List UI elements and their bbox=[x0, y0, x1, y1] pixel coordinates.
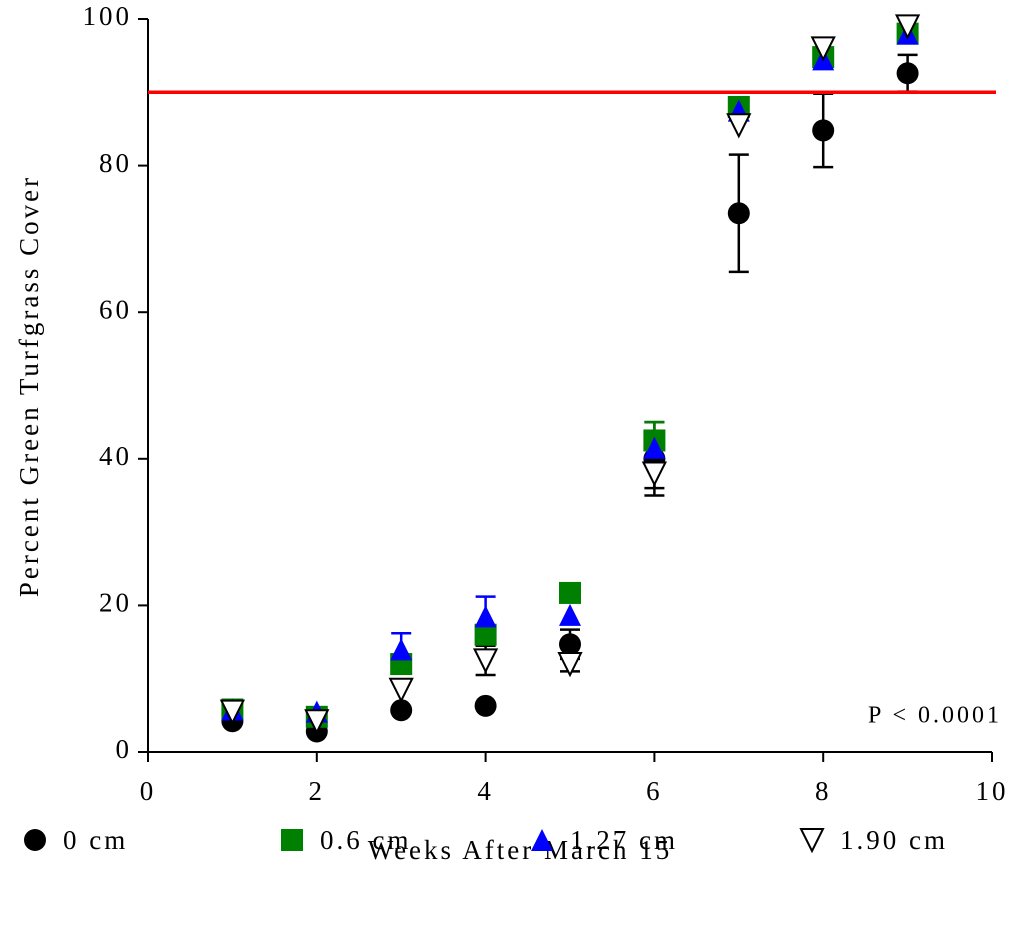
legend-marker bbox=[799, 828, 825, 854]
y-tick-label: 20 bbox=[99, 588, 132, 618]
legend-label: 0.6 cm bbox=[320, 825, 412, 855]
data-point bbox=[390, 638, 413, 661]
legend-label: 1.90 cm bbox=[840, 825, 948, 855]
x-axis-label: Weeks After March 15 bbox=[368, 835, 673, 865]
data-point bbox=[390, 699, 413, 722]
data-point bbox=[727, 202, 750, 225]
x-tick-label: 0 bbox=[140, 776, 157, 806]
data-point bbox=[388, 677, 414, 703]
data-point bbox=[810, 36, 836, 62]
data-point bbox=[304, 709, 330, 735]
data-point bbox=[557, 652, 583, 678]
y-tick-label: 80 bbox=[99, 148, 132, 178]
data-point bbox=[896, 62, 919, 85]
y-tick-label: 60 bbox=[99, 294, 132, 324]
legend-label: 0 cm bbox=[63, 825, 128, 855]
data-point bbox=[894, 14, 921, 40]
y-tick-label: 100 bbox=[83, 1, 133, 31]
data-point bbox=[559, 633, 581, 656]
legend-marker bbox=[281, 829, 303, 851]
legend-label: 1.27 cm bbox=[570, 825, 678, 855]
annotation: P < 0.0001 bbox=[868, 703, 1002, 729]
x-tick-label: 2 bbox=[309, 776, 326, 806]
y-tick-label: 0 bbox=[116, 734, 133, 764]
data-point bbox=[219, 699, 246, 725]
y-axis-label: Percent Green Turfgrass Cover bbox=[14, 175, 44, 597]
data-point bbox=[643, 436, 666, 459]
data-point bbox=[559, 603, 581, 626]
legend-marker bbox=[24, 829, 46, 851]
legend-marker bbox=[531, 829, 553, 851]
x-tick-label: 6 bbox=[646, 776, 663, 806]
y-tick-label: 40 bbox=[99, 441, 132, 471]
x-tick-label: 4 bbox=[477, 776, 494, 806]
data-point bbox=[812, 119, 835, 142]
data-point bbox=[474, 694, 497, 717]
data-point bbox=[474, 623, 497, 646]
data-point bbox=[726, 113, 752, 139]
data-point bbox=[641, 461, 668, 487]
x-tick-label: 8 bbox=[815, 776, 832, 806]
data-point bbox=[472, 648, 499, 674]
data-point bbox=[559, 581, 581, 604]
data-point bbox=[474, 605, 497, 628]
x-tick-label: 10 bbox=[976, 776, 1009, 806]
